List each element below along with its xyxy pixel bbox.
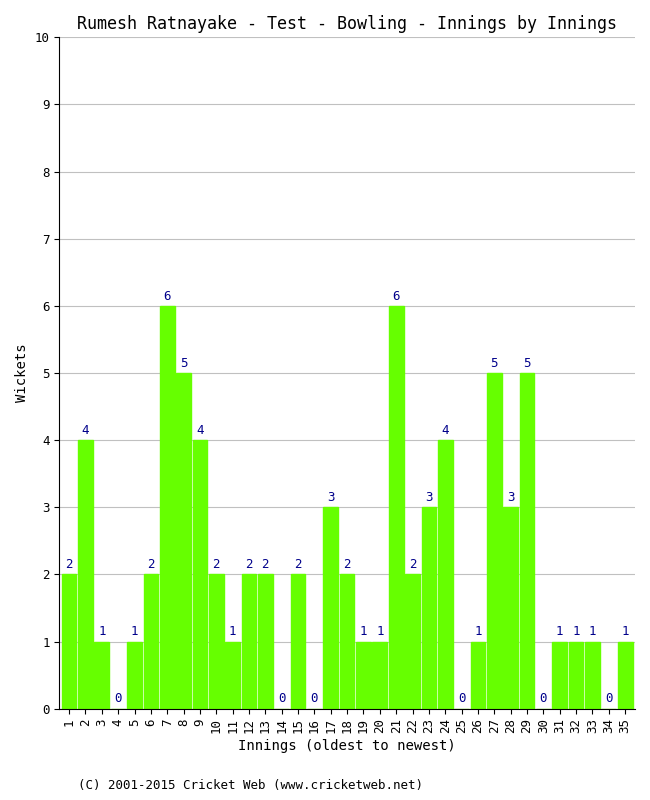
Title: Rumesh Ratnayake - Test - Bowling - Innings by Innings: Rumesh Ratnayake - Test - Bowling - Inni…: [77, 15, 617, 33]
Bar: [389, 306, 404, 709]
Text: 1: 1: [556, 626, 564, 638]
Bar: [618, 642, 632, 709]
Bar: [160, 306, 175, 709]
Text: 1: 1: [621, 626, 629, 638]
Text: 2: 2: [147, 558, 155, 571]
Bar: [144, 574, 158, 709]
Bar: [127, 642, 142, 709]
Text: 1: 1: [359, 626, 367, 638]
Text: 4: 4: [82, 424, 89, 437]
Text: 1: 1: [229, 626, 237, 638]
Text: 2: 2: [343, 558, 351, 571]
Bar: [569, 642, 584, 709]
Bar: [94, 642, 109, 709]
Bar: [226, 642, 240, 709]
Bar: [438, 440, 452, 709]
Bar: [62, 574, 77, 709]
Text: 2: 2: [66, 558, 73, 571]
Text: 0: 0: [540, 692, 547, 706]
Bar: [324, 507, 338, 709]
Text: 1: 1: [589, 626, 596, 638]
Bar: [422, 507, 436, 709]
Bar: [176, 373, 191, 709]
Bar: [405, 574, 420, 709]
Bar: [552, 642, 567, 709]
Text: 0: 0: [605, 692, 612, 706]
Text: 2: 2: [213, 558, 220, 571]
Bar: [78, 440, 93, 709]
Text: 6: 6: [393, 290, 400, 302]
Bar: [487, 373, 502, 709]
Bar: [503, 507, 518, 709]
Text: 5: 5: [523, 357, 531, 370]
Text: 1: 1: [98, 626, 105, 638]
Bar: [192, 440, 207, 709]
Text: 0: 0: [114, 692, 122, 706]
Bar: [471, 642, 486, 709]
Bar: [209, 574, 224, 709]
Text: 2: 2: [294, 558, 302, 571]
X-axis label: Innings (oldest to newest): Innings (oldest to newest): [239, 739, 456, 753]
Text: 4: 4: [196, 424, 203, 437]
Text: 6: 6: [164, 290, 171, 302]
Bar: [258, 574, 273, 709]
Bar: [340, 574, 354, 709]
Y-axis label: Wickets: Wickets: [15, 344, 29, 402]
Bar: [242, 574, 256, 709]
Text: 0: 0: [311, 692, 318, 706]
Text: 2: 2: [409, 558, 416, 571]
Text: 0: 0: [458, 692, 465, 706]
Text: (C) 2001-2015 Cricket Web (www.cricketweb.net): (C) 2001-2015 Cricket Web (www.cricketwe…: [78, 779, 423, 792]
Text: 0: 0: [278, 692, 285, 706]
Bar: [585, 642, 600, 709]
Text: 5: 5: [180, 357, 187, 370]
Text: 2: 2: [245, 558, 253, 571]
Text: 4: 4: [441, 424, 449, 437]
Text: 2: 2: [261, 558, 269, 571]
Text: 1: 1: [573, 626, 580, 638]
Bar: [372, 642, 387, 709]
Text: 1: 1: [474, 626, 482, 638]
Text: 3: 3: [507, 491, 514, 504]
Bar: [291, 574, 306, 709]
Text: 3: 3: [425, 491, 433, 504]
Text: 5: 5: [491, 357, 498, 370]
Text: 1: 1: [376, 626, 384, 638]
Text: 1: 1: [131, 626, 138, 638]
Bar: [520, 373, 534, 709]
Text: 3: 3: [327, 491, 335, 504]
Bar: [356, 642, 371, 709]
